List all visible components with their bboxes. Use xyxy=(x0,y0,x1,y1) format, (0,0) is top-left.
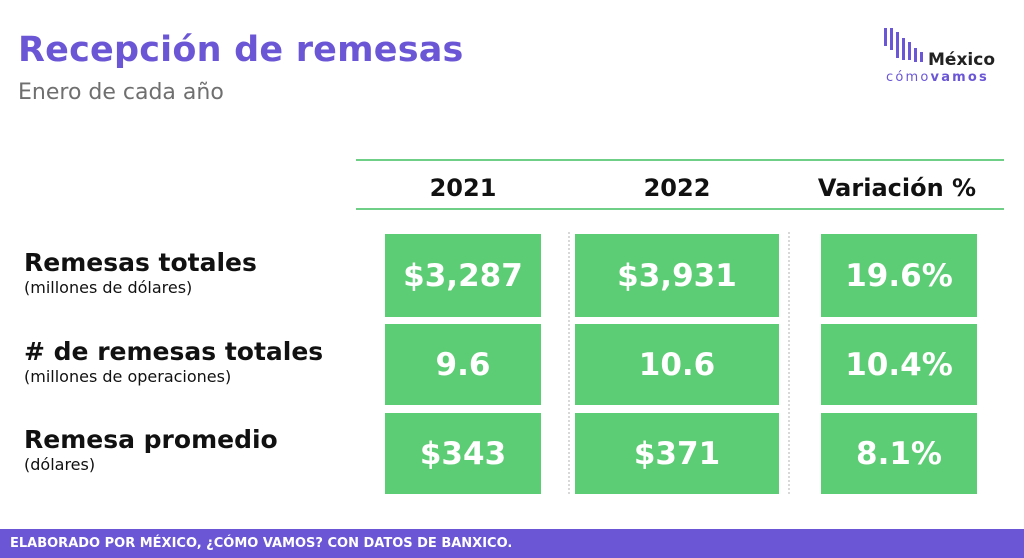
logo-tagline-light: cómo xyxy=(886,70,931,85)
row-label-unit: (dólares) xyxy=(24,455,96,474)
page-title: Recepción de remesas xyxy=(18,30,464,70)
source-footer: ELABORADO POR MÉXICO, ¿CÓMO VAMOS? CON D… xyxy=(0,529,1024,558)
page-subtitle: Enero de cada año xyxy=(18,80,224,105)
logo-tagline-bold: vamos xyxy=(930,70,989,85)
cell-remesa-promedio-2021: $343 xyxy=(385,413,541,494)
column-header-2022: 2022 xyxy=(643,174,711,202)
cell-numero-remesas-variation: 10.4% xyxy=(821,324,977,405)
column-header-variation: Variación % xyxy=(817,174,977,202)
row-label-main: # de remesas totales xyxy=(24,337,324,366)
header-bottom-rule xyxy=(356,208,1004,210)
cell-numero-remesas-2022: 10.6 xyxy=(575,324,779,405)
row-label-unit: (millones de dólares) xyxy=(24,278,193,297)
cell-numero-remesas-2021: 9.6 xyxy=(385,324,541,405)
row-label-main: Remesa promedio xyxy=(24,425,278,454)
cell-remesa-promedio-variation: 8.1% xyxy=(821,413,977,494)
column-divider xyxy=(788,232,790,494)
row-label-numero-remesas: # de remesas totales (millones de operac… xyxy=(24,337,323,387)
header-top-rule xyxy=(356,159,1004,161)
mexico-como-vamos-logo: México cómovamos xyxy=(884,28,1008,88)
cell-remesas-totales-2022: $3,931 xyxy=(575,234,779,317)
cell-remesas-totales-2021: $3,287 xyxy=(385,234,541,317)
logo-word: México xyxy=(928,50,995,70)
row-label-unit: (millones de operaciones) xyxy=(24,367,232,386)
cell-remesas-totales-variation: 19.6% xyxy=(821,234,977,317)
cell-remesa-promedio-2022: $371 xyxy=(575,413,779,494)
row-label-main: Remesas totales xyxy=(24,248,257,277)
row-label-remesas-totales: Remesas totales (millones de dólares) xyxy=(24,248,257,298)
row-label-remesa-promedio: Remesa promedio (dólares) xyxy=(24,425,278,475)
column-divider xyxy=(568,232,570,494)
logo-tagline: cómovamos xyxy=(886,70,989,85)
bars-icon xyxy=(884,28,944,68)
column-header-2021: 2021 xyxy=(429,174,497,202)
